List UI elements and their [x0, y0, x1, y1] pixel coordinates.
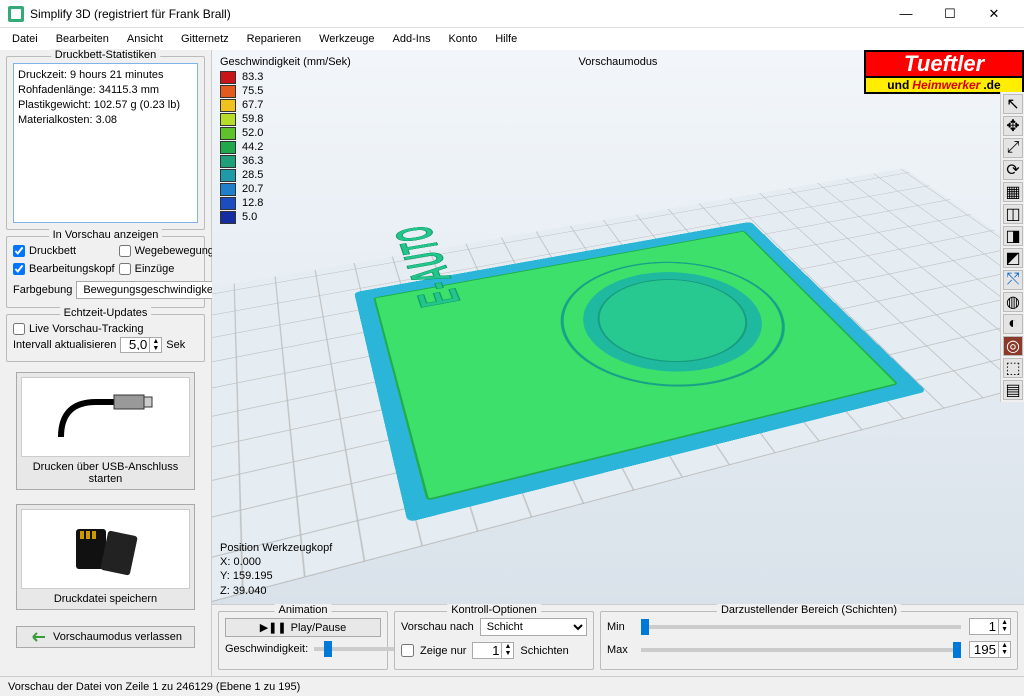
viewport[interactable]: E-AUTO Geschwindigkeit (mm/Sek) 83.375.5…: [212, 50, 1024, 604]
tool-axes-icon[interactable]: ⤲: [1003, 270, 1023, 290]
menu-konto[interactable]: Konto: [440, 31, 485, 47]
stat-line: Druckzeit: 9 hours 21 minutes: [18, 68, 193, 83]
stats-box: Druckzeit: 9 hours 21 minutes Rohfadenlä…: [13, 63, 198, 223]
spin-down[interactable]: ▼: [150, 345, 161, 352]
max-slider[interactable]: [641, 648, 961, 652]
legend-row: 52.0: [220, 126, 351, 140]
stat-line: Plastikgewicht: 102.57 g (0.23 lb): [18, 98, 193, 113]
usb-print-button[interactable]: Drucken über USB-Anschluss starten: [16, 372, 195, 490]
tool-shade2-icon[interactable]: ◐: [1003, 314, 1023, 334]
titlebar: Simplify 3D (registriert für Frank Brall…: [0, 0, 1024, 28]
legend-row: 5.0: [220, 210, 351, 224]
save-file-button[interactable]: Druckdatei speichern: [16, 504, 195, 610]
cb-einzuege[interactable]: [119, 263, 131, 275]
exit-label: Vorschaumodus verlassen: [53, 631, 182, 643]
stat-line: Materialkosten: 3.08: [18, 113, 193, 128]
interval-input[interactable]: [121, 338, 149, 350]
preview-group: In Vorschau anzeigen Druckbett Wegebeweg…: [6, 236, 205, 308]
control-group: Kontroll-Optionen Vorschau nach Schicht …: [394, 611, 594, 670]
min-input[interactable]: [970, 619, 998, 634]
zeige-input[interactable]: [473, 643, 501, 658]
tool-shade1-icon[interactable]: ◍: [1003, 292, 1023, 312]
legend-row: 20.7: [220, 182, 351, 196]
cb-zeige-nur[interactable]: [401, 644, 414, 657]
play-icon: ▶❚❚: [260, 621, 287, 634]
window-title: Simplify 3D (registriert für Frank Brall…: [30, 7, 884, 21]
minimize-button[interactable]: —: [884, 1, 928, 27]
tool-scale-icon[interactable]: ⤢: [1003, 138, 1023, 158]
sd-icon: [21, 509, 190, 589]
exit-preview-button[interactable]: Vorschaumodus verlassen: [16, 626, 195, 648]
interval-label: Intervall aktualisieren: [13, 339, 116, 351]
spin-up[interactable]: ▲: [150, 338, 161, 345]
usb-icon: [21, 377, 190, 457]
usb-label: Drucken über USB-Anschluss starten: [21, 461, 190, 485]
tool-shade3-icon[interactable]: ◎: [1003, 336, 1023, 356]
max-input[interactable]: [970, 642, 998, 657]
legend-row: 83.3: [220, 70, 351, 84]
realtime-title: Echtzeit-Updates: [60, 307, 152, 319]
menu-gitternetz[interactable]: Gitternetz: [173, 31, 237, 47]
min-slider[interactable]: [641, 625, 961, 629]
realtime-group: Echtzeit-Updates Live Vorschau-Tracking …: [6, 314, 205, 362]
legend-row: 44.2: [220, 140, 351, 154]
farbgebung-label: Farbgebung: [13, 284, 72, 296]
cb-tracking[interactable]: [13, 323, 25, 335]
menu-reparieren[interactable]: Reparieren: [239, 31, 309, 47]
main: E-AUTO Geschwindigkeit (mm/Sek) 83.375.5…: [212, 50, 1024, 676]
play-pause-button[interactable]: ▶❚❚Play/Pause: [225, 618, 381, 637]
tool-iso-icon[interactable]: ◩: [1003, 248, 1023, 268]
menu-bearbeiten[interactable]: Bearbeiten: [48, 31, 117, 47]
tool-top-icon[interactable]: ▦: [1003, 182, 1023, 202]
stats-title: Druckbett-Statistiken: [51, 49, 160, 61]
tool-cross-icon[interactable]: ⬚: [1003, 358, 1023, 378]
legend-row: 59.8: [220, 112, 351, 126]
menubar: Datei Bearbeiten Ansicht Gitternetz Repa…: [0, 28, 1024, 50]
stats-group: Druckbett-Statistiken Druckzeit: 9 hours…: [6, 56, 205, 230]
tool-move-icon[interactable]: ✥: [1003, 116, 1023, 136]
menu-datei[interactable]: Datei: [4, 31, 46, 47]
cb-druckbett[interactable]: [13, 245, 25, 257]
menu-werkzeuge[interactable]: Werkzeuge: [311, 31, 382, 47]
legend-row: 28.5: [220, 168, 351, 182]
watermark-logo: Tueftler und Heimwerker .de: [864, 50, 1024, 92]
tool-side-icon[interactable]: ◨: [1003, 226, 1023, 246]
stat-line: Rohfadenlänge: 34115.3 mm: [18, 83, 193, 98]
speed-legend: Geschwindigkeit (mm/Sek) 83.375.567.759.…: [220, 56, 351, 224]
position-readout: Position Werkzeugkopf X: 0.000 Y: 159.19…: [220, 541, 332, 598]
interval-unit: Sek: [166, 339, 185, 351]
animation-group: Animation ▶❚❚Play/Pause Geschwindigkeit:: [218, 611, 388, 670]
menu-ansicht[interactable]: Ansicht: [119, 31, 171, 47]
mode-label: Vorschaumodus: [579, 56, 658, 68]
tool-rotate-icon[interactable]: ⟳: [1003, 160, 1023, 180]
status-text: Vorschau der Datei von Zeile 1 zu 246129…: [8, 681, 300, 693]
view-toolbar: ↖ ✥ ⤢ ⟳ ▦ ◫ ◨ ◩ ⤲ ◍ ◐ ◎ ⬚ ▤: [1000, 92, 1024, 402]
legend-row: 67.7: [220, 98, 351, 112]
save-label: Druckdatei speichern: [21, 593, 190, 605]
legend-row: 36.3: [220, 154, 351, 168]
preview-by-select[interactable]: Schicht: [480, 618, 587, 636]
arrow-left-icon: [29, 631, 47, 643]
menu-hilfe[interactable]: Hilfe: [487, 31, 525, 47]
menu-addins[interactable]: Add-Ins: [385, 31, 439, 47]
app-icon: [8, 6, 24, 22]
cb-kopf[interactable]: [13, 263, 25, 275]
sidebar: Druckbett-Statistiken Druckzeit: 9 hours…: [0, 50, 212, 676]
statusbar: Vorschau der Datei von Zeile 1 zu 246129…: [0, 676, 1024, 696]
legend-row: 12.8: [220, 196, 351, 210]
speed-title: Geschwindigkeit (mm/Sek): [220, 56, 351, 68]
range-group: Darzustellender Bereich (Schichten) Min …: [600, 611, 1018, 670]
tool-cursor-icon[interactable]: ↖: [1003, 94, 1023, 114]
tool-wire-icon[interactable]: ▤: [1003, 380, 1023, 400]
maximize-button[interactable]: ☐: [928, 1, 972, 27]
tool-front-icon[interactable]: ◫: [1003, 204, 1023, 224]
legend-row: 75.5: [220, 84, 351, 98]
close-button[interactable]: ✕: [972, 1, 1016, 27]
cb-wege[interactable]: [119, 245, 131, 257]
bottom-panel: Animation ▶❚❚Play/Pause Geschwindigkeit:…: [212, 604, 1024, 676]
preview-title: In Vorschau anzeigen: [49, 229, 163, 241]
